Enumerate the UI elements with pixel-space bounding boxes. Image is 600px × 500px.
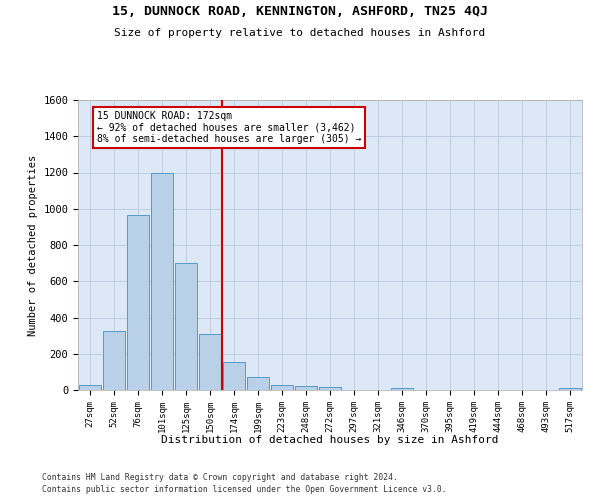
Bar (199, 334, 221, 390)
Bar (391, 388, 413, 390)
Text: Contains public sector information licensed under the Open Government Licence v3: Contains public sector information licen… (42, 485, 446, 494)
Bar (319, 388, 341, 390)
Bar (223, 362, 245, 390)
Bar (151, 174, 173, 390)
Bar (271, 384, 293, 390)
Text: Contains HM Land Registry data © Crown copyright and database right 2024.: Contains HM Land Registry data © Crown c… (42, 472, 398, 482)
Text: 15, DUNNOCK ROAD, KENNINGTON, ASHFORD, TN25 4QJ: 15, DUNNOCK ROAD, KENNINGTON, ASHFORD, T… (112, 5, 488, 18)
Bar (247, 378, 269, 390)
Text: Distribution of detached houses by size in Ashford: Distribution of detached houses by size … (161, 435, 499, 445)
Bar (295, 386, 317, 390)
Text: 15 DUNNOCK ROAD: 172sqm
← 92% of detached houses are smaller (3,462)
8% of semi-: 15 DUNNOCK ROAD: 172sqm ← 92% of detache… (97, 111, 362, 144)
Bar (559, 388, 581, 390)
Text: Size of property relative to detached houses in Ashford: Size of property relative to detached ho… (115, 28, 485, 38)
Bar (127, 215, 149, 390)
Bar (79, 384, 101, 390)
Bar (175, 263, 197, 390)
Bar (103, 331, 125, 390)
Y-axis label: Number of detached properties: Number of detached properties (28, 154, 38, 336)
